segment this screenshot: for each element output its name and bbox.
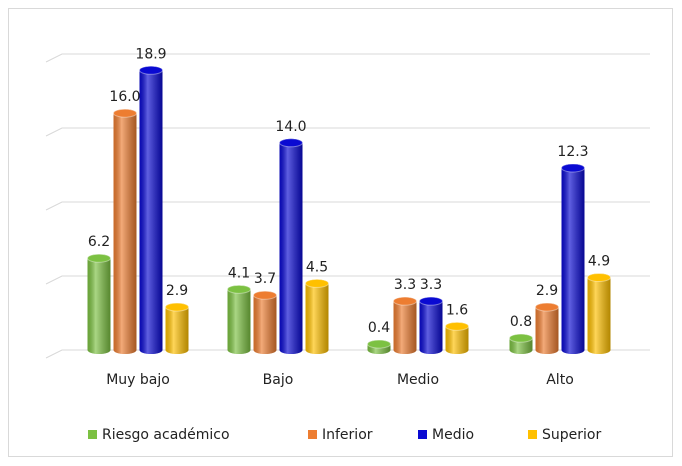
bar-top: [165, 302, 189, 312]
value-label: 4.5: [306, 259, 328, 275]
bar-top: [535, 302, 559, 312]
bar-top: [393, 296, 417, 306]
value-label: 14.0: [275, 119, 306, 135]
bar-top: [419, 296, 443, 306]
value-label: 1.6: [446, 302, 468, 318]
legend-label: Inferior: [322, 427, 373, 443]
value-label: 0.8: [510, 314, 532, 330]
bar-top: [87, 253, 111, 263]
bar-top: [561, 163, 585, 173]
value-label: 3.7: [254, 271, 276, 287]
value-label: 2.9: [166, 283, 188, 299]
bar-shade: [279, 138, 303, 354]
bar-shade: [227, 285, 251, 354]
bar-top: [305, 278, 329, 288]
grid-line: [45, 201, 650, 211]
x-tick-label: Muy bajo: [106, 372, 170, 388]
bar-top: [253, 290, 277, 300]
legend-label: Superior: [542, 427, 601, 443]
bar-shade: [587, 273, 611, 354]
grid-line: [45, 127, 650, 137]
value-label: 4.1: [228, 265, 250, 281]
grid-line: [45, 275, 650, 285]
bar-top: [445, 321, 469, 331]
legend-swatch: [418, 430, 427, 439]
bar-shade: [393, 297, 417, 354]
value-label: 16.0: [109, 89, 140, 105]
bar-shade: [113, 109, 137, 354]
legend-label: Medio: [432, 427, 474, 443]
bar-top: [587, 272, 611, 282]
legend-swatch: [528, 430, 537, 439]
value-label: 2.9: [536, 283, 558, 299]
bar-shade: [561, 163, 585, 354]
value-label: 4.9: [588, 253, 610, 269]
value-label: 3.3: [394, 277, 416, 293]
value-label: 18.9: [135, 46, 166, 62]
bar-shade: [165, 303, 189, 354]
legend-swatch: [308, 430, 317, 439]
bar-shade: [445, 322, 469, 354]
x-tick-label: Alto: [546, 372, 574, 388]
legend-swatch: [88, 430, 97, 439]
bar-shade: [305, 279, 329, 354]
x-tick-label: Medio: [397, 372, 439, 388]
bar-shade: [253, 291, 277, 354]
bar-top: [367, 339, 391, 349]
bar-shade: [419, 297, 443, 354]
bar-top: [113, 108, 137, 118]
bar-top: [279, 138, 303, 148]
bar-top: [509, 333, 533, 343]
bar-shade: [87, 254, 111, 354]
x-tick-label: Bajo: [263, 372, 294, 388]
grid-line: [45, 53, 650, 63]
legend-label: Riesgo académico: [102, 427, 230, 443]
bar-shade: [139, 66, 163, 354]
bar-shade: [535, 303, 559, 354]
bar-top: [227, 284, 251, 294]
value-label: 0.4: [368, 320, 390, 336]
value-label: 12.3: [557, 144, 588, 160]
value-label: 3.3: [420, 277, 442, 293]
value-label: 6.2: [88, 234, 110, 250]
bar-top: [139, 65, 163, 75]
